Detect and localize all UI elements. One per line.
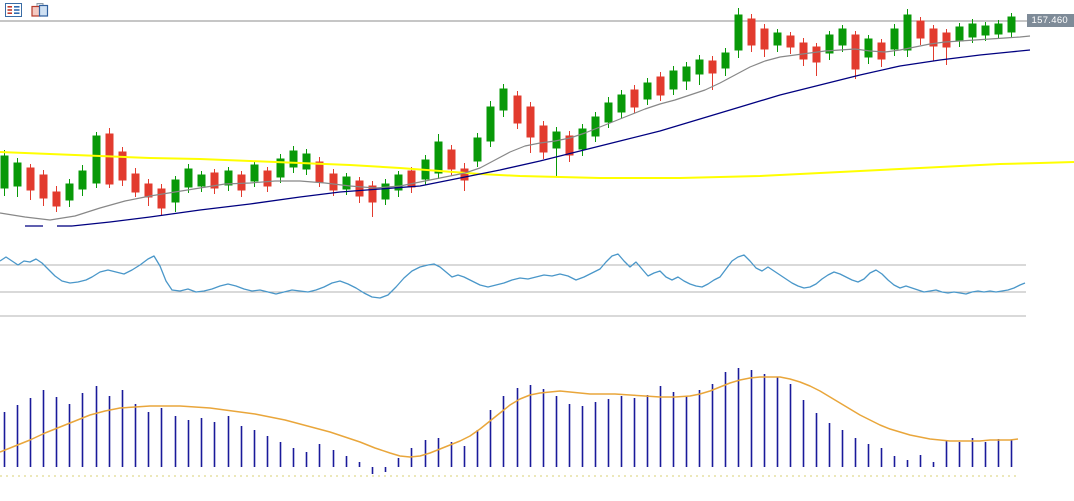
oscillator-line [0, 253, 1026, 299]
candles [0, 8, 1016, 217]
indicator-list-icon[interactable] [4, 2, 23, 18]
ma-yellow-line [0, 151, 1074, 179]
ma-gray-line [0, 35, 1031, 221]
chart-windows-icon[interactable] [30, 2, 49, 18]
chart-toolbar [4, 2, 49, 20]
ma-navy-line [25, 49, 1031, 227]
oscillator-level-lines [0, 264, 1026, 317]
histogram-bars [3, 368, 1013, 474]
bid-price-label: 157.460 [1026, 14, 1074, 27]
signal-line [0, 376, 1019, 458]
